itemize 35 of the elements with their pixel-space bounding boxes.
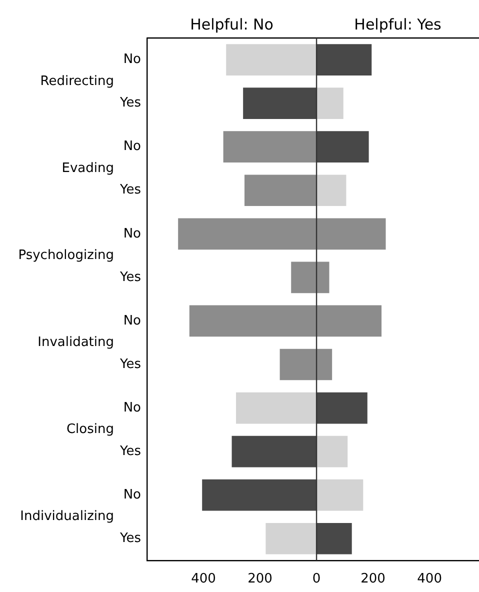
text: Evading: [62, 160, 114, 176]
x-tick-label: 0: [312, 572, 321, 587]
y-tick-label: No: [123, 313, 142, 328]
bar: [316, 131, 369, 163]
bar: [316, 436, 348, 468]
y-tick-label: No: [123, 487, 142, 502]
y-tick-label: Yes: [119, 531, 142, 546]
text: Closing: [66, 422, 114, 438]
bar: [223, 131, 317, 163]
bar: [244, 174, 317, 206]
y-tick-label: Yes: [119, 96, 142, 111]
bar: [316, 174, 346, 206]
y-tick-label: No: [123, 52, 142, 68]
text: Invalidating: [38, 335, 114, 350]
x-tick-label: 200: [248, 572, 272, 587]
y-tick-label: Yes: [119, 182, 142, 198]
text: Individualizing: [20, 509, 114, 524]
text: Psychologizing: [18, 248, 114, 264]
y-tick-label: No: [123, 139, 142, 154]
bar: [316, 479, 364, 511]
y-tick-label: No: [123, 400, 142, 416]
x-tick-label: 400: [417, 572, 442, 587]
series-label: Helpful: No: [190, 15, 274, 34]
x-tick-label: 200: [360, 572, 386, 587]
bar: [316, 88, 344, 119]
bar: [316, 522, 352, 554]
text: Redirecting: [40, 74, 114, 89]
bar: [316, 44, 372, 76]
x-tick-label: 400: [191, 572, 216, 587]
series-label: Helpful: Yes: [354, 15, 442, 34]
y-tick-label: Yes: [119, 356, 142, 372]
bar: [316, 392, 368, 424]
y-tick-label: No: [123, 226, 142, 242]
y-tick-label: Yes: [119, 270, 142, 285]
y-tick-label: Yes: [119, 444, 142, 459]
